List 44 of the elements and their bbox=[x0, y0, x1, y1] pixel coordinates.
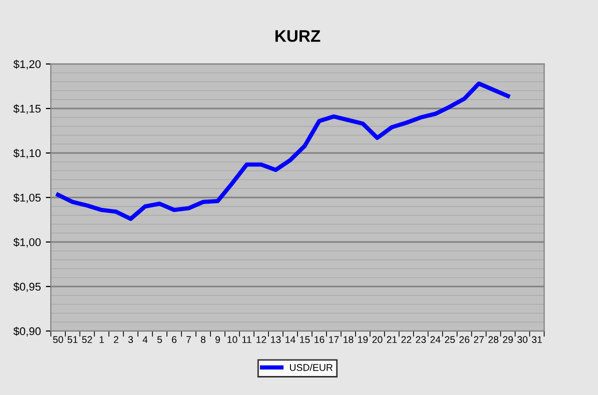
x-tick-label: 22 bbox=[401, 336, 412, 343]
x-tick-label: 13 bbox=[271, 336, 281, 344]
x-tick-label: 31 bbox=[532, 336, 542, 344]
x-tick-label: 50 bbox=[53, 336, 64, 344]
x-tick-label: 15 bbox=[300, 336, 310, 344]
x-tick-label: 1 bbox=[100, 336, 104, 343]
y-tick-label: $0,95 bbox=[13, 282, 41, 292]
x-tick-label: 7 bbox=[186, 336, 191, 343]
y-tick-label: $1,20 bbox=[13, 60, 41, 70]
x-tick-label: 29 bbox=[502, 336, 513, 344]
chart-title: KURZ bbox=[275, 30, 320, 42]
x-tick-label: 17 bbox=[329, 336, 339, 343]
y-tick-label: $0,90 bbox=[13, 326, 41, 336]
x-tick-label: 26 bbox=[459, 336, 470, 344]
x-tick-label: 12 bbox=[256, 336, 266, 343]
x-tick-label: 5 bbox=[157, 336, 162, 344]
x-tick-label: 4 bbox=[142, 336, 148, 343]
y-tick-label: $1,05 bbox=[13, 193, 41, 203]
y-tick-label: $1,00 bbox=[13, 238, 41, 248]
x-tick-label: 10 bbox=[228, 336, 238, 344]
x-tick-label: 27 bbox=[474, 336, 484, 343]
x-tick-label: 11 bbox=[242, 336, 252, 343]
x-tick-label: 8 bbox=[200, 336, 206, 344]
x-tick-label: 2 bbox=[114, 336, 118, 343]
y-tick-label: $1,10 bbox=[13, 148, 41, 158]
x-tick-label: 30 bbox=[517, 336, 528, 344]
x-tick-label: 25 bbox=[444, 336, 455, 344]
legend-label: USD/EUR bbox=[290, 364, 333, 371]
x-tick-label: 28 bbox=[488, 336, 498, 344]
x-tick-label: 14 bbox=[286, 336, 296, 343]
x-tick-label: 52 bbox=[82, 336, 92, 344]
x-tick-label: 18 bbox=[344, 336, 354, 344]
x-tick-label: 6 bbox=[172, 336, 176, 344]
x-tick-label: 19 bbox=[358, 336, 368, 344]
x-tick-label: 23 bbox=[416, 336, 426, 344]
x-tick-label: 9 bbox=[215, 336, 220, 344]
line-series bbox=[56, 81, 510, 221]
x-tick-label: 21 bbox=[386, 336, 397, 343]
x-tick-label: 24 bbox=[430, 336, 440, 343]
x-tick-label: 3 bbox=[128, 336, 133, 344]
y-tick-label: $1,15 bbox=[13, 104, 41, 114]
x-tick-label: 20 bbox=[372, 336, 382, 344]
x-tick-label: 51 bbox=[68, 336, 78, 344]
x-tick-label: 16 bbox=[314, 336, 324, 344]
